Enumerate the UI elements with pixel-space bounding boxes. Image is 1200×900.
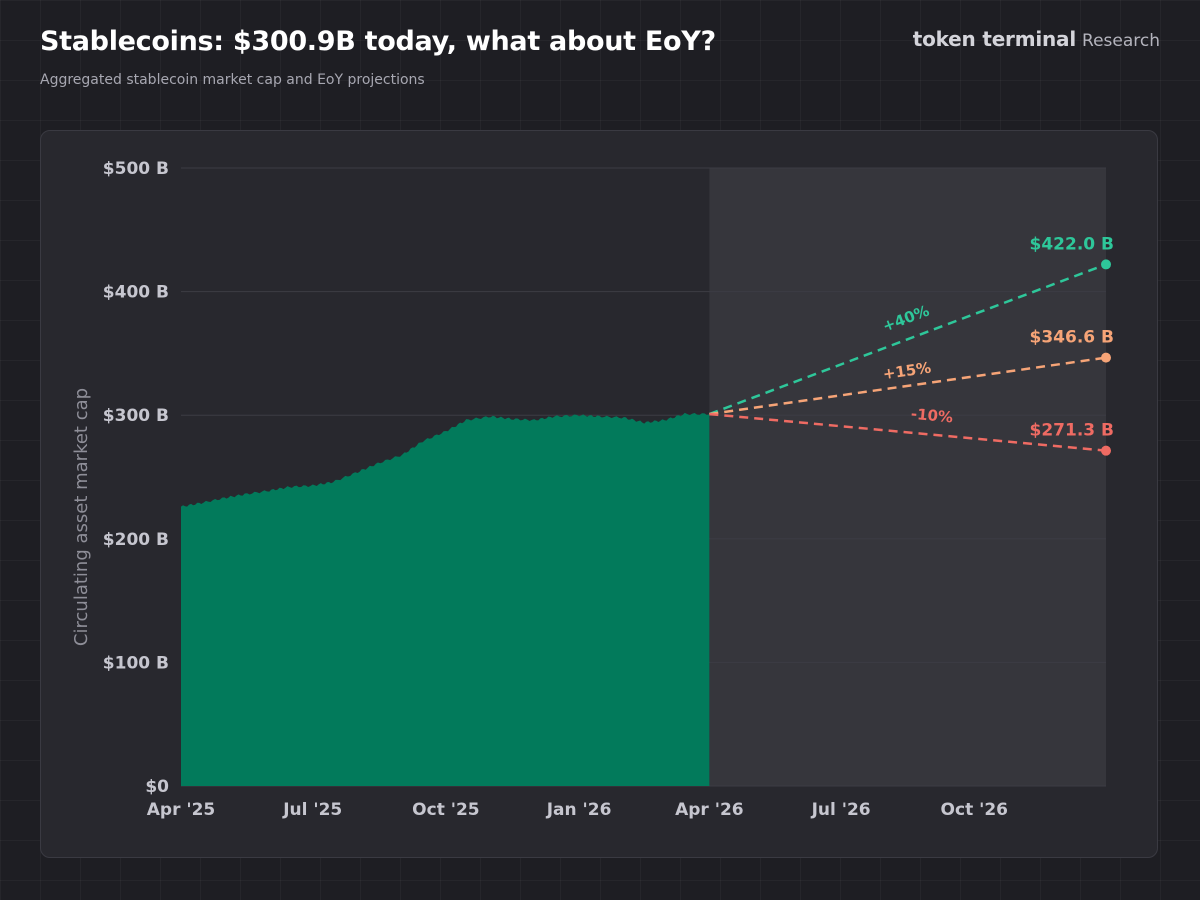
projection-end-label: $422.0 B bbox=[1030, 234, 1114, 254]
market-cap-area bbox=[181, 412, 710, 786]
x-axis: Apr '25 Jul '25 Oct '25 Jan '26 Apr '26 Jul '… bbox=[147, 800, 1008, 820]
projection-line bbox=[709, 356, 1107, 416]
projection-line bbox=[709, 412, 1107, 452]
projection-end-label: $346.6 B bbox=[1030, 328, 1114, 348]
projection-end-dot bbox=[1101, 259, 1111, 270]
page-title: Stablecoins: $300.9B today, what about E… bbox=[40, 26, 716, 57]
x-tick-label: Jul '25 bbox=[282, 800, 342, 820]
chart-card: $422.0 B +40% $346.6 B +15% $271.3 B -10% $0 $… bbox=[40, 130, 1158, 858]
brand-logo: token terminal Research bbox=[913, 27, 1160, 51]
projection-region bbox=[709, 168, 1106, 786]
x-tick-label: Jan '26 bbox=[546, 800, 612, 820]
projection-end-dot bbox=[1101, 445, 1111, 456]
brand-name: token terminal bbox=[912, 27, 1077, 51]
y-tick-label: $100 B bbox=[103, 653, 169, 673]
y-tick-label: $400 B bbox=[103, 283, 169, 303]
y-axis-title: Circulating asset market cap bbox=[71, 388, 92, 646]
brand-suffix: Research bbox=[1082, 31, 1160, 51]
x-tick-label: Oct '26 bbox=[941, 800, 1008, 820]
x-tick-label: Apr '26 bbox=[675, 800, 744, 820]
y-tick-label: $300 B bbox=[103, 406, 169, 426]
y-tick-label: $500 B bbox=[103, 159, 169, 179]
projection-end-dot bbox=[1101, 352, 1111, 363]
chart-svg: $422.0 B+40%$346.6 B+15%$271.3 B-10% $0$… bbox=[71, 159, 1114, 820]
projection-pct-label: -10% bbox=[910, 405, 954, 427]
projection-end-label: $271.3 B bbox=[1030, 421, 1114, 441]
x-tick-label: Jul '26 bbox=[811, 800, 871, 820]
y-axis: $0 $100 B $200 B $300 B $400 B $500 B bbox=[103, 159, 169, 797]
x-tick-label: Apr '25 bbox=[147, 800, 216, 820]
x-tick-label: Oct '25 bbox=[412, 800, 479, 820]
page-subtitle: Aggregated stablecoin market cap and EoY… bbox=[40, 72, 425, 88]
y-tick-label: $200 B bbox=[103, 530, 169, 550]
y-tick-label: $0 bbox=[145, 777, 169, 797]
projection-line bbox=[708, 263, 1107, 416]
